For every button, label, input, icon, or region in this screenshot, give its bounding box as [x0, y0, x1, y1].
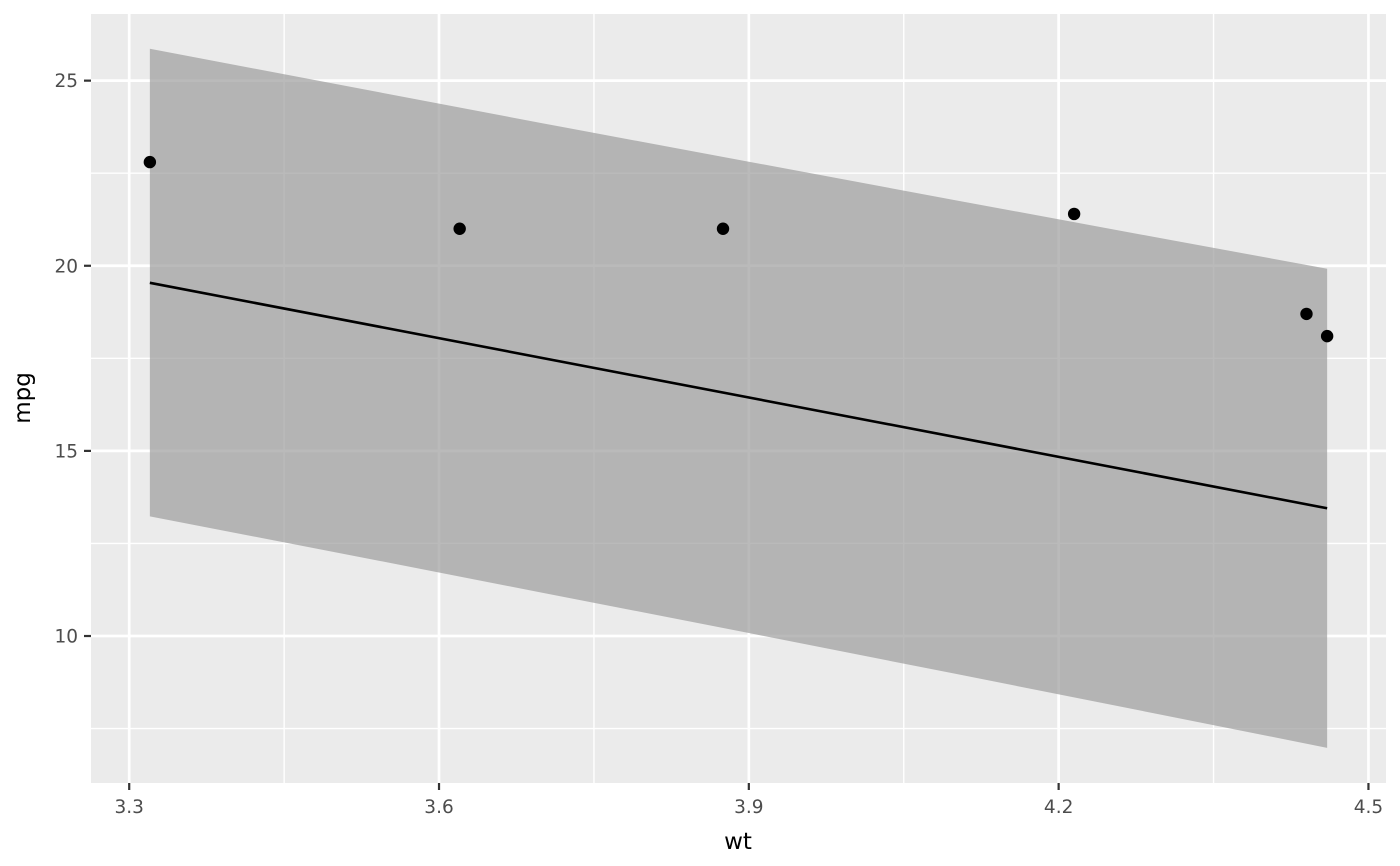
data-point: [453, 222, 466, 235]
axis-ticks-layer: [84, 79, 1370, 790]
data-point: [1300, 307, 1313, 321]
data-points-layer: [143, 155, 1334, 343]
x-axis-title: wt: [724, 829, 752, 855]
regression-line: [149, 281, 1328, 510]
data-point: [1320, 329, 1334, 343]
regression-line-layer: [149, 281, 1328, 510]
y-tick-label: 25: [54, 71, 78, 92]
x-tick-label: 4.2: [1044, 797, 1073, 818]
data-point: [143, 155, 157, 169]
confidence-band-layer: [149, 48, 1328, 748]
y-tick-label: 15: [54, 441, 78, 462]
y-tick-label: 10: [54, 627, 78, 648]
data-point: [716, 222, 730, 235]
x-tick-label: 3.6: [424, 797, 453, 818]
x-tick-label: 4.5: [1354, 797, 1383, 818]
y-tick-label: 20: [54, 256, 78, 277]
confidence-band: [149, 48, 1328, 748]
data-point: [1067, 207, 1081, 221]
x-tick-label: 3.9: [734, 797, 763, 818]
x-tick-label: 3.3: [114, 797, 143, 818]
y-axis-title: mpg: [10, 372, 36, 424]
axis-tick-labels-layer: 3.3 3.6 3.9 4.2 4.5 10 15 20 25: [54, 71, 1383, 818]
